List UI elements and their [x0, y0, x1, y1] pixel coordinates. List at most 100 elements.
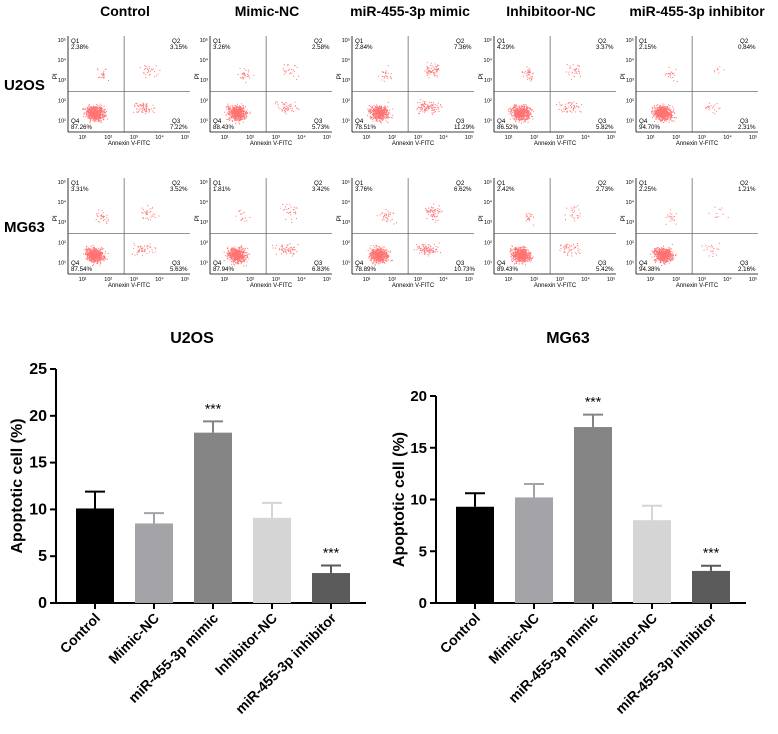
event-dot [240, 261, 242, 262]
event-dot [154, 217, 156, 219]
event-dot [519, 119, 521, 121]
event-dot [376, 106, 378, 108]
event-dot [377, 108, 379, 110]
q4-value: 78.51% [355, 124, 376, 131]
event-dot [233, 117, 235, 119]
event-dot [520, 111, 522, 113]
event-dot [138, 105, 140, 107]
event-dot [95, 219, 97, 220]
event-dot [236, 253, 238, 254]
event-dot [289, 251, 291, 253]
event-dot [425, 109, 427, 111]
event-dot [519, 106, 520, 108]
event-dot [89, 252, 91, 254]
event-dot [232, 116, 234, 118]
event-dot [89, 256, 91, 258]
event-dot [424, 110, 426, 112]
event-dot [245, 258, 247, 260]
event-dot [510, 107, 512, 109]
event-dot [237, 117, 239, 119]
event-dot [508, 109, 509, 111]
event-dot [533, 111, 535, 113]
event-dot [230, 109, 232, 111]
event-dot [371, 119, 373, 120]
event-dot [95, 116, 97, 118]
event-dot [229, 251, 231, 253]
event-dot [240, 250, 242, 252]
event-dot [239, 249, 241, 251]
event-dot [670, 117, 672, 119]
column-title: Inhibitoor-NC [506, 3, 595, 19]
event-dot [144, 110, 146, 112]
event-dot [91, 114, 93, 115]
event-dot [424, 107, 426, 109]
event-dot [100, 253, 102, 255]
event-dot [663, 109, 665, 110]
event-dot [139, 248, 140, 250]
event-dot [90, 107, 92, 109]
event-dot [289, 243, 291, 245]
event-dot [656, 108, 658, 110]
event-dot [424, 108, 426, 110]
event-dot [372, 118, 374, 120]
event-dot [238, 109, 240, 111]
event-dot [661, 120, 663, 122]
event-dot [98, 108, 100, 110]
event-dot [290, 249, 292, 250]
event-dot [652, 113, 654, 115]
flow-panel: Q12.38%Q23.15%Q37.22%Q487.26%10¹10¹10²10… [52, 36, 190, 147]
event-dot [245, 111, 247, 113]
event-dot [84, 249, 86, 251]
x-tick-label: 10⁵ [181, 134, 189, 141]
event-dot [284, 248, 286, 250]
event-dot [94, 261, 96, 263]
event-dot [576, 105, 578, 107]
event-dot [90, 257, 92, 258]
event-dots [367, 203, 443, 266]
event-dot [663, 107, 664, 109]
event-dot [427, 108, 429, 110]
event-dot [438, 65, 440, 67]
event-dot [376, 113, 378, 115]
event-dot [436, 71, 438, 73]
event-dot [664, 116, 666, 118]
event-dot [229, 119, 230, 121]
event-dot [248, 253, 250, 255]
event-dot [238, 257, 240, 259]
event-dot [424, 102, 425, 104]
event-dots [366, 62, 443, 124]
event-dot [90, 115, 91, 117]
y-tick-label: 10⁴ [342, 57, 351, 64]
event-dot [656, 117, 658, 119]
event-dot [286, 249, 288, 251]
event-dot [296, 66, 298, 68]
event-dot [524, 104, 526, 106]
event-dot [522, 114, 524, 116]
event-dot [227, 113, 229, 115]
event-dot [89, 254, 91, 256]
event-dot [88, 252, 90, 254]
q3-label: Q3 [598, 118, 607, 125]
event-dot [432, 103, 434, 105]
event-dot [234, 108, 235, 110]
event-dot [99, 260, 101, 262]
event-dot [711, 107, 713, 109]
event-dot [234, 108, 236, 110]
event-dot [240, 258, 242, 259]
event-dot [136, 111, 138, 113]
event-dot [104, 116, 105, 118]
event-dot [232, 255, 234, 257]
event-dot [387, 116, 389, 118]
event-dot [658, 110, 660, 112]
event-dot [238, 261, 239, 263]
event-dot [245, 256, 247, 258]
event-dot [241, 118, 243, 120]
event-dot [434, 104, 436, 106]
event-dot [89, 116, 91, 118]
event-dot [245, 82, 247, 84]
event-dot [239, 114, 241, 116]
event-dot [659, 118, 661, 120]
event-dot [96, 253, 97, 254]
event-dot [434, 75, 436, 77]
event-dot [238, 263, 240, 264]
